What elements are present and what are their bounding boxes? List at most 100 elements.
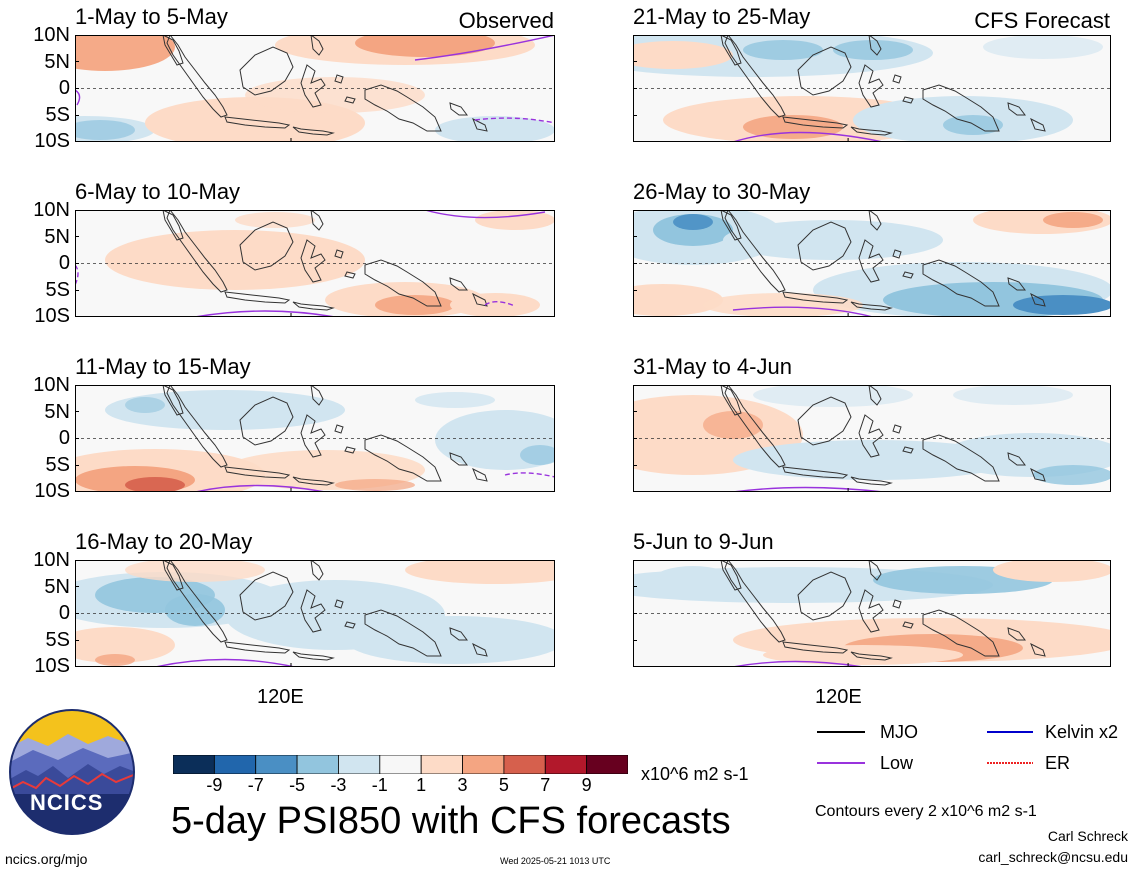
coastline	[364, 434, 442, 482]
anomaly-field	[653, 566, 733, 594]
colorbar-box	[503, 755, 546, 774]
anomaly-field	[633, 284, 723, 316]
colorbar-label: 3	[457, 775, 468, 795]
anomaly-field	[125, 477, 185, 492]
low-contour	[194, 484, 326, 492]
coastline	[850, 301, 893, 311]
colorbar-label: -3	[330, 775, 347, 795]
coastline	[292, 126, 335, 136]
anomaly-field	[673, 214, 713, 230]
colorbar-label: -5	[289, 775, 306, 795]
lon-tick-left: 120E	[257, 686, 304, 708]
coastlines	[720, 210, 1046, 311]
low-contour	[154, 658, 296, 667]
coastline	[1007, 627, 1026, 641]
anomaly-field	[125, 560, 265, 582]
anomaly-field	[1043, 212, 1103, 228]
lat-tick-label: 10S	[34, 655, 70, 677]
coastline	[449, 102, 468, 116]
lat-tick-label: 10N	[33, 199, 70, 221]
coastline	[344, 446, 356, 454]
colorbar-label: 9	[581, 775, 592, 795]
anomaly-field	[1013, 295, 1111, 315]
coastline	[166, 210, 228, 293]
panel-title-2: 6-May to 10-May	[75, 179, 241, 204]
coastline	[1007, 102, 1026, 116]
coastline	[724, 560, 786, 643]
coastline	[797, 396, 852, 446]
coastlines	[162, 210, 488, 311]
coastline	[858, 414, 884, 458]
coastline	[166, 385, 228, 468]
lat-tick-label: 5N	[44, 225, 70, 248]
coastline	[724, 35, 786, 118]
coastlines	[162, 385, 488, 486]
low-contour	[504, 472, 555, 478]
anomaly-field	[743, 40, 823, 60]
coastline	[724, 385, 786, 468]
low-contour	[732, 660, 864, 667]
coastline	[239, 571, 294, 621]
coastline	[300, 64, 326, 108]
page-title: 5-day PSI850 with CFS forecasts	[171, 800, 731, 842]
anomaly-field	[475, 210, 555, 230]
coastline	[724, 210, 786, 293]
panel-title-4: 16-May to 20-May	[75, 529, 253, 554]
lat-tick-label: 5N	[44, 575, 70, 598]
coastline	[1030, 292, 1046, 307]
coastline	[472, 467, 488, 482]
coastline	[364, 609, 442, 657]
coastline	[239, 46, 294, 96]
coastline	[902, 96, 914, 104]
colorbar-label: 1	[416, 775, 427, 795]
forecast-label: CFS Forecast	[974, 8, 1110, 33]
anomaly-field	[75, 627, 175, 663]
coastline	[162, 210, 184, 241]
coastline	[858, 64, 884, 108]
anomaly-field	[245, 77, 425, 113]
panel-title-7: 31-May to 4-Jun	[633, 354, 792, 379]
map-panel-2	[75, 210, 555, 317]
coastline	[902, 621, 914, 629]
anomaly-field	[75, 120, 135, 140]
coastline	[449, 277, 468, 291]
lat-tick-label: 0	[58, 252, 70, 274]
map-panel-5	[633, 35, 1111, 142]
low-contour	[424, 210, 546, 219]
lat-tick-label: 10S	[34, 480, 70, 502]
coastline	[472, 117, 488, 132]
coastline	[720, 210, 742, 241]
colorbar-box	[338, 755, 381, 774]
colorbar-box	[586, 755, 628, 774]
coastline	[797, 221, 852, 271]
anomaly-field	[993, 560, 1111, 582]
colorbar	[173, 755, 628, 774]
colorbar-box	[420, 755, 463, 774]
anomaly-field	[415, 392, 495, 408]
coastline	[344, 271, 356, 279]
coastline	[166, 560, 228, 643]
low-contour	[484, 301, 516, 307]
ncics-logo	[9, 709, 135, 835]
panel-title-8: 5-Jun to 9-Jun	[633, 529, 774, 554]
coastline	[922, 259, 1000, 307]
coastline	[224, 116, 291, 129]
coastline	[782, 466, 849, 479]
coastline	[892, 599, 902, 609]
colorbar-label: -1	[371, 775, 388, 795]
coastline	[858, 589, 884, 633]
coastline	[162, 560, 184, 591]
low-contour	[732, 306, 874, 317]
anomaly-field	[703, 293, 863, 317]
low-contour	[474, 117, 555, 124]
coastlines	[720, 560, 1046, 661]
coastline	[850, 476, 893, 486]
coastline	[850, 126, 893, 136]
coastline	[292, 476, 335, 486]
observed-label: Observed	[458, 8, 554, 33]
coastline	[1030, 642, 1046, 657]
lon-tick-right: 120E	[815, 686, 862, 708]
anomaly-field	[633, 41, 733, 69]
anomaly-field	[235, 212, 315, 228]
panel-title-1: 1-May to 5-May	[75, 4, 228, 29]
